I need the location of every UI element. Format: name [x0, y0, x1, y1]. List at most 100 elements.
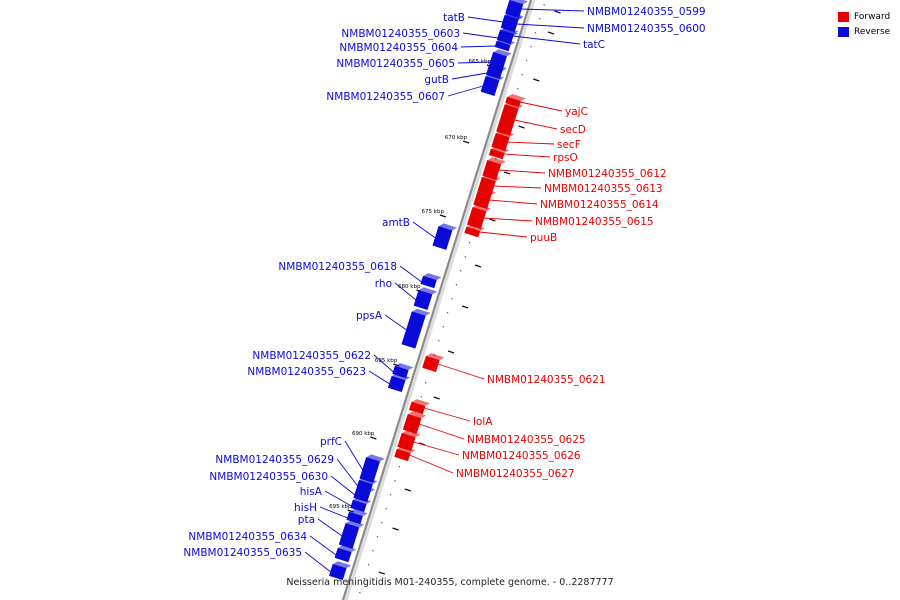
reverse-gene [350, 499, 367, 513]
forward-gene-top [396, 446, 416, 454]
legend-forward: Forward [838, 9, 890, 24]
forward-gene-leader [409, 454, 454, 474]
forward-gene-leader [519, 101, 563, 112]
major-tick [433, 396, 440, 400]
forward-gene-label: NMBM01240355_0627 [456, 468, 575, 480]
reverse-gene-label: ppsA [356, 310, 383, 322]
forward-gene-top [472, 204, 492, 212]
minor-tick [363, 577, 366, 580]
forward-gene-top [495, 130, 515, 138]
forward-gene-top [507, 94, 526, 102]
kbp-label: 670 kbp [445, 135, 468, 141]
reverse-gene-leader [521, 8, 585, 12]
reverse-gene-leader [368, 370, 390, 385]
reverse-gene-label: prfC [320, 436, 342, 448]
reverse-gene-top [493, 49, 512, 57]
reverse-gene-label: NMBM01240355_0635 [183, 547, 302, 559]
forward-gene-label: NMBM01240355_0615 [535, 216, 654, 228]
forward-gene-label: yajC [565, 106, 588, 118]
forward-gene-label: secD [560, 124, 586, 136]
major-tick [404, 488, 411, 492]
reverse-gene [338, 523, 360, 549]
reverse-gene [401, 311, 426, 349]
major-tick [392, 527, 399, 531]
reverse-gene-label: NMBM01240355_0599 [587, 6, 706, 18]
forward-gene-label: NMBM01240355_0614 [540, 199, 659, 211]
reverse-gene-label: NMBM01240355_0604 [339, 42, 458, 54]
reverse-gene [432, 226, 453, 250]
forward-gene [408, 401, 426, 415]
minor-tick [468, 241, 471, 244]
forward-gene-label: lolA [473, 416, 493, 428]
forward-gene-leader [489, 199, 538, 205]
reverse-gene-label: hisA [300, 486, 323, 498]
reverse-gene [420, 275, 437, 289]
reverse-gene-label: gutB [424, 74, 449, 86]
reverse-gene-top [359, 477, 378, 485]
forward-swatch [838, 11, 849, 22]
reverse-gene-top [496, 38, 516, 46]
genome-backbone [341, 0, 533, 600]
reverse-gene-top [418, 287, 438, 295]
minor-tick [446, 311, 449, 314]
reverse-gene-leader [467, 16, 504, 23]
legend-reverse-label: Reverse [854, 26, 891, 37]
major-tick [378, 571, 385, 575]
major-tick [503, 171, 511, 175]
forward-gene-top [426, 353, 445, 361]
forward-gene-top [407, 411, 427, 419]
kbp-tick [462, 140, 470, 144]
reverse-gene-top [353, 497, 372, 505]
reverse-gene [494, 40, 511, 52]
major-tick [474, 264, 482, 268]
reverse-gene-label: NMBM01240355_0605 [336, 58, 455, 70]
forward-gene-leader [498, 169, 546, 174]
reverse-gene-top [345, 520, 364, 528]
reverse-gene-label: NMBM01240355_0622 [252, 350, 371, 362]
reverse-gene [334, 547, 352, 563]
minor-tick [538, 17, 541, 20]
reverse-gene-leader [336, 458, 359, 487]
reverse-gene-leader [373, 354, 394, 373]
forward-gene-label: NMBM01240355_0613 [544, 183, 663, 195]
minor-tick [455, 283, 458, 286]
reverse-gene-top [366, 454, 385, 462]
minor-tick [389, 493, 392, 496]
reverse-gene-top [499, 29, 518, 37]
reverse-gene-leader [451, 72, 488, 80]
legend: Forward Reverse [838, 9, 890, 39]
reverse-gene-label: rho [375, 278, 392, 290]
minor-tick [442, 325, 445, 328]
reverse-gene-leader [462, 32, 499, 39]
minor-tick [521, 73, 524, 76]
reverse-gene-top [356, 485, 376, 493]
forward-gene-leader [507, 141, 555, 145]
reverse-gene-leader [394, 282, 417, 301]
minor-tick [451, 297, 453, 300]
minor-tick [464, 255, 467, 258]
reverse-gene-label: tatC [583, 39, 605, 51]
forward-gene-leader [413, 441, 460, 456]
minor-tick [534, 31, 537, 34]
kbp-tick [370, 436, 377, 440]
minor-tick [459, 269, 462, 272]
forward-gene-leader [479, 231, 528, 238]
reverse-gene-label: amtB [382, 217, 410, 229]
minor-tick [385, 507, 388, 510]
kbp-label: 680 kbp [398, 284, 421, 290]
forward-gene-label: secF [557, 139, 581, 151]
kbp-label: 685 kbp [375, 358, 398, 364]
legend-reverse: Reverse [838, 24, 890, 39]
reverse-gene-top [412, 308, 431, 316]
reverse-gene-leader [324, 490, 352, 507]
kbp-label: 695 kbp [329, 504, 352, 510]
reverse-gene-leader [412, 221, 436, 239]
minor-tick [398, 465, 401, 468]
reverse-gene-top [332, 561, 352, 569]
reverse-gene-leader [319, 506, 348, 519]
forward-gene-top [401, 430, 421, 438]
legend-forward-label: Forward [854, 11, 891, 22]
reverse-gene-top [504, 12, 524, 20]
major-tick [547, 31, 555, 35]
